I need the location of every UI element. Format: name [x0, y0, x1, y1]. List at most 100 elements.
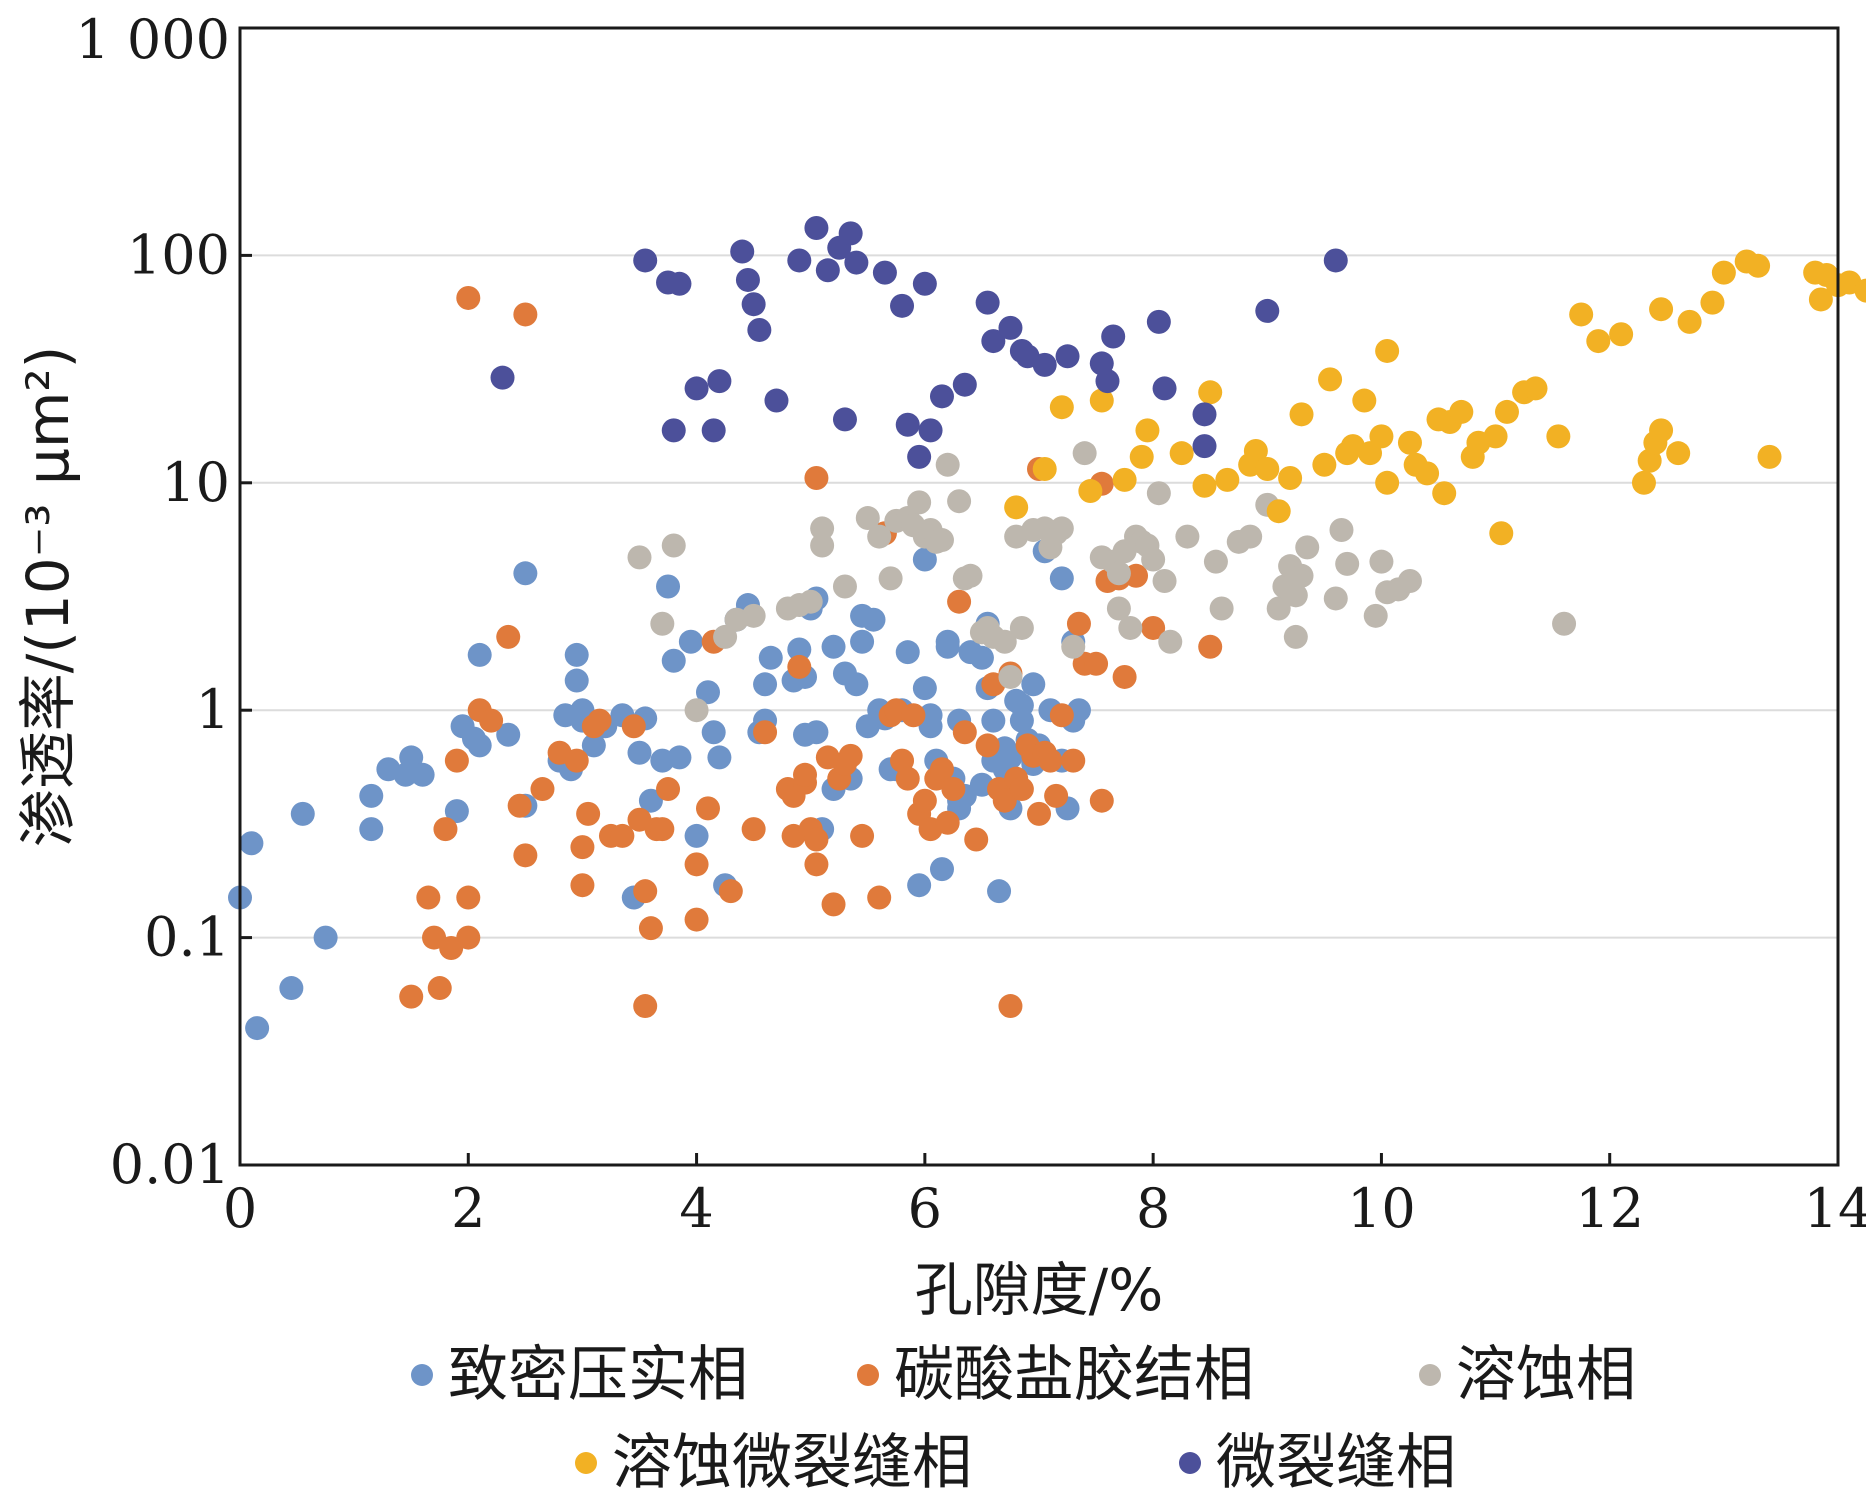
- data-point-2: [1335, 551, 1360, 576]
- data-point-0: [935, 634, 960, 659]
- data-point-1: [1112, 664, 1137, 689]
- x-tick-labels: 0 2 4 6 8 10 12 14: [223, 1177, 1866, 1240]
- data-point-1: [513, 843, 538, 868]
- data-point-0: [638, 788, 663, 813]
- data-point-1: [513, 302, 538, 327]
- data-point-2: [947, 489, 972, 514]
- data-point-3: [1609, 322, 1634, 347]
- data-point-2: [1552, 611, 1577, 636]
- data-point-1: [912, 788, 937, 813]
- data-point-2: [1363, 603, 1388, 628]
- data-point-1: [804, 852, 829, 877]
- data-point-1: [941, 777, 966, 802]
- data-point-2: [661, 533, 686, 558]
- data-point-1: [838, 743, 863, 768]
- data-point-3: [1215, 467, 1240, 492]
- data-point-1: [530, 777, 555, 802]
- data-point-2: [855, 506, 880, 531]
- data-point-3: [1289, 402, 1314, 427]
- data-point-3: [1032, 456, 1057, 481]
- data-point-2: [1141, 547, 1166, 572]
- data-point-0: [496, 722, 521, 747]
- data-point-3: [1757, 444, 1782, 469]
- data-point-4: [1089, 351, 1114, 376]
- data-point-2: [1329, 518, 1354, 543]
- data-point-4: [1146, 309, 1171, 334]
- data-point-3: [1546, 424, 1571, 449]
- data-point-1: [564, 748, 589, 773]
- x-tick-label: 14: [1804, 1177, 1866, 1240]
- data-point-4: [895, 412, 920, 437]
- data-point-0: [513, 561, 538, 586]
- data-point-2: [1072, 441, 1097, 466]
- data-point-1: [935, 810, 960, 835]
- data-point-0: [1009, 693, 1034, 718]
- data-point-2: [1283, 624, 1308, 649]
- data-point-1: [804, 827, 829, 852]
- data-point-1: [656, 777, 681, 802]
- legend-marker: [411, 1364, 433, 1386]
- data-point-1: [901, 703, 926, 728]
- data-point-2: [1118, 615, 1143, 640]
- data-point-3: [1278, 465, 1303, 490]
- y-tick-label: 0.01: [110, 1133, 230, 1196]
- data-point-3: [1523, 376, 1548, 401]
- data-point-4: [707, 369, 732, 394]
- y-tick-label: 1: [196, 678, 230, 741]
- data-point-2: [1049, 516, 1074, 541]
- data-point-4: [907, 444, 932, 469]
- data-point-2: [867, 524, 892, 549]
- data-point-1: [947, 589, 972, 614]
- data-point-1: [804, 465, 829, 490]
- data-point-4: [684, 376, 709, 401]
- data-point-2: [684, 698, 709, 723]
- data-point-2: [1146, 481, 1171, 506]
- data-point-0: [359, 783, 384, 808]
- data-point-3: [1352, 388, 1377, 413]
- x-axis-title: 孔隙度/%: [915, 1256, 1164, 1324]
- data-point-2: [998, 664, 1023, 689]
- data-point-2: [713, 624, 738, 649]
- data-point-2: [1369, 549, 1394, 574]
- plot-frame: [238, 26, 1840, 1167]
- legend-marker: [1419, 1364, 1441, 1386]
- data-point-0: [981, 708, 1006, 733]
- data-point-0: [667, 745, 692, 770]
- data-point-0: [707, 745, 732, 770]
- data-point-0: [564, 642, 589, 667]
- data-point-3: [1432, 481, 1457, 506]
- data-point-0: [581, 733, 606, 758]
- data-point-0: [998, 745, 1023, 770]
- data-point-0: [661, 648, 686, 673]
- data-point-3: [1397, 430, 1422, 455]
- data-point-2: [1152, 568, 1177, 593]
- data-point-1: [1009, 777, 1034, 802]
- data-point-0: [1049, 566, 1074, 591]
- data-point-4: [929, 384, 954, 409]
- data-point-4: [815, 258, 840, 283]
- data-point-4: [804, 215, 829, 240]
- data-point-0: [912, 676, 937, 701]
- data-point-0: [245, 1016, 270, 1041]
- data-point-3: [1586, 329, 1611, 354]
- data-point-1: [399, 984, 424, 1009]
- data-point-2: [929, 528, 954, 553]
- data-point-1: [741, 817, 766, 842]
- data-point-2: [1295, 535, 1320, 560]
- data-point-1: [1089, 788, 1114, 813]
- data-point-0: [969, 645, 994, 670]
- data-point-2: [907, 490, 932, 515]
- legend-label: 溶蚀微裂缝相: [612, 1428, 972, 1498]
- data-point-4: [952, 372, 977, 397]
- data-point-4: [1055, 344, 1080, 369]
- data-point-1: [444, 748, 469, 773]
- data-point-3: [1700, 290, 1725, 315]
- grid-lines: [240, 254, 1838, 939]
- data-point-0: [399, 745, 424, 770]
- data-point-1: [998, 994, 1023, 1019]
- data-point-2: [1323, 586, 1348, 611]
- data-point-0: [804, 720, 829, 745]
- data-point-2: [627, 545, 652, 570]
- data-point-3: [1449, 399, 1474, 424]
- data-point-1: [610, 823, 635, 848]
